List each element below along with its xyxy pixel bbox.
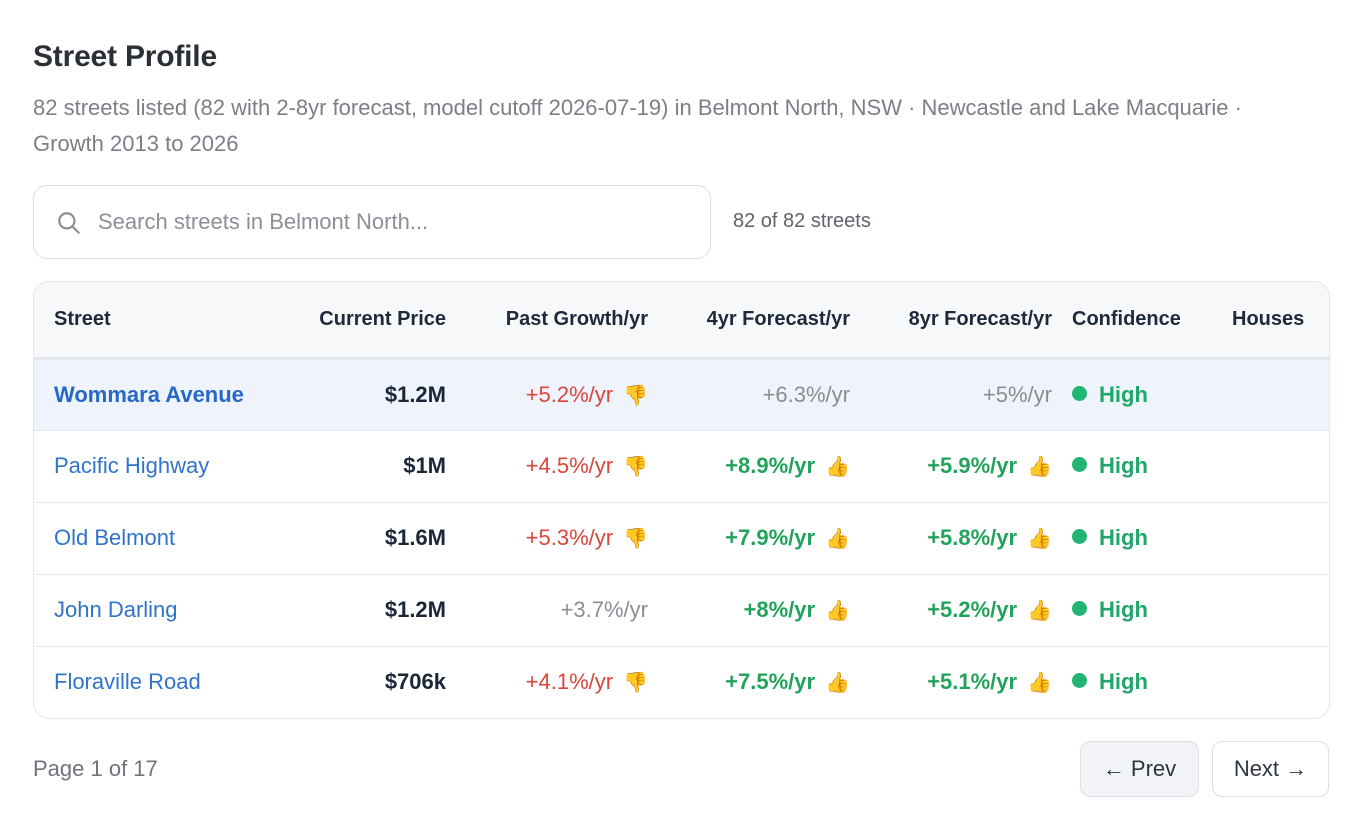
- forecast-8yr: +5.2%/yr 👍: [927, 597, 1052, 622]
- page-indicator: Page 1 of 17: [33, 756, 158, 781]
- forecast-8yr: +5%/yr: [982, 381, 1052, 407]
- current-price: $1M: [403, 453, 446, 478]
- confidence: High: [1052, 574, 1212, 646]
- thumbs-down-icon: 👎: [623, 384, 648, 407]
- street-table: Street Current Price Past Growth/yr 4yr …: [33, 281, 1330, 719]
- column-header-4yr-forecast[interactable]: 4yr Forecast/yr: [706, 307, 850, 330]
- thumbs-up-icon: 👍: [1027, 528, 1052, 550]
- status-dot-icon: [1072, 601, 1087, 616]
- confidence: High: [1052, 646, 1212, 718]
- table-row[interactable]: Pacific Highway $1M +4.5%/yr 👎 +8.9%/yr 👍 …: [34, 430, 1329, 502]
- confidence: High: [1052, 430, 1212, 502]
- houses-count: 49: [1212, 646, 1329, 718]
- table-row[interactable]: Wommara Avenue $1.2M +5.2%/yr 👎 +6.3%/yr …: [34, 358, 1329, 430]
- status-dot-icon: [1072, 673, 1087, 689]
- column-header-street[interactable]: Street: [54, 307, 111, 330]
- street-link[interactable]: Wommara Avenue: [54, 381, 244, 407]
- prev-page-button[interactable]: ← Prev: [1080, 741, 1199, 797]
- status-dot-icon: [1072, 529, 1087, 544]
- forecast-4yr: +8%/yr 👍: [743, 597, 850, 622]
- status-dot-icon: [1072, 457, 1087, 472]
- street-link[interactable]: Old Belmont: [54, 525, 176, 550]
- forecast-8yr: +5.8%/yr 👍: [927, 525, 1052, 550]
- thumbs-up-icon: 👍: [825, 672, 850, 695]
- current-price: $1.6M: [384, 525, 446, 550]
- table-row[interactable]: Floraville Road $706k +4.1%/yr 👎 +7.5%/yr…: [34, 646, 1329, 718]
- houses-count: 146: [1212, 358, 1329, 430]
- current-price: $706k: [384, 669, 446, 695]
- column-header-past-growth[interactable]: Past Growth/yr: [505, 307, 648, 330]
- table-header-row: Street Current Price Past Growth/yr 4yr …: [34, 282, 1329, 358]
- street-link[interactable]: Floraville Road: [54, 669, 201, 695]
- forecast-4yr: +6.3%/yr: [762, 381, 850, 407]
- column-header-current-price[interactable]: Current Price: [319, 307, 446, 330]
- thumbs-up-icon: 👍: [825, 456, 850, 478]
- past-growth: +5.3%/yr 👎: [525, 525, 648, 550]
- forecast-8yr: +5.1%/yr 👍: [927, 669, 1052, 695]
- results-count: 82 of 82 streets: [733, 210, 871, 232]
- confidence: High: [1052, 502, 1212, 574]
- thumbs-down-icon: 👎: [623, 672, 648, 695]
- current-price: $1.2M: [384, 381, 446, 407]
- past-growth: +3.7%/yr: [560, 597, 648, 622]
- table-row[interactable]: Old Belmont $1.6M +5.3%/yr 👎 +7.9%/yr 👍 +5…: [34, 502, 1329, 574]
- column-header-8yr-forecast[interactable]: 8yr Forecast/yr: [908, 307, 1052, 330]
- past-growth: +4.1%/yr 👎: [525, 669, 648, 695]
- confidence: High: [1052, 358, 1212, 430]
- forecast-8yr: +5.9%/yr 👍: [927, 453, 1052, 478]
- street-link[interactable]: John Darling: [54, 597, 178, 622]
- search-box[interactable]: [33, 185, 711, 259]
- thumbs-up-icon: 👍: [1027, 456, 1052, 478]
- past-growth: +5.2%/yr 👎: [525, 381, 648, 407]
- houses-count: —: [1212, 574, 1329, 646]
- houses-count: —: [1212, 502, 1329, 574]
- forecast-4yr: +7.5%/yr 👍: [725, 669, 850, 695]
- page-title: Street Profile: [33, 40, 217, 73]
- column-header-confidence[interactable]: Confidence: [1072, 307, 1181, 330]
- thumbs-up-icon: 👍: [1027, 600, 1052, 622]
- table-row[interactable]: John Darling $1.2M +3.7%/yr +8%/yr 👍 +5.2…: [34, 574, 1329, 646]
- street-link[interactable]: Pacific Highway: [54, 453, 210, 478]
- status-dot-icon: [1072, 385, 1087, 401]
- houses-count: 109: [1212, 430, 1329, 502]
- current-price: $1.2M: [384, 597, 446, 622]
- thumbs-down-icon: 👎: [623, 456, 648, 478]
- column-header-houses[interactable]: Houses: [1232, 307, 1305, 330]
- forecast-4yr: +8.9%/yr 👍: [725, 453, 850, 478]
- page-subtitle: 82 streets listed (82 with 2-8yr forecas…: [33, 95, 1242, 156]
- past-growth: +4.5%/yr 👎: [525, 453, 648, 478]
- thumbs-up-icon: 👍: [825, 600, 850, 622]
- next-page-button[interactable]: Next →: [1212, 741, 1329, 797]
- thumbs-down-icon: 👎: [623, 528, 648, 550]
- thumbs-up-icon: 👍: [825, 528, 850, 550]
- search-icon: [58, 212, 80, 234]
- forecast-4yr: +7.9%/yr 👍: [725, 525, 850, 550]
- thumbs-up-icon: 👍: [1027, 672, 1052, 695]
- search-input[interactable]: [98, 198, 698, 246]
